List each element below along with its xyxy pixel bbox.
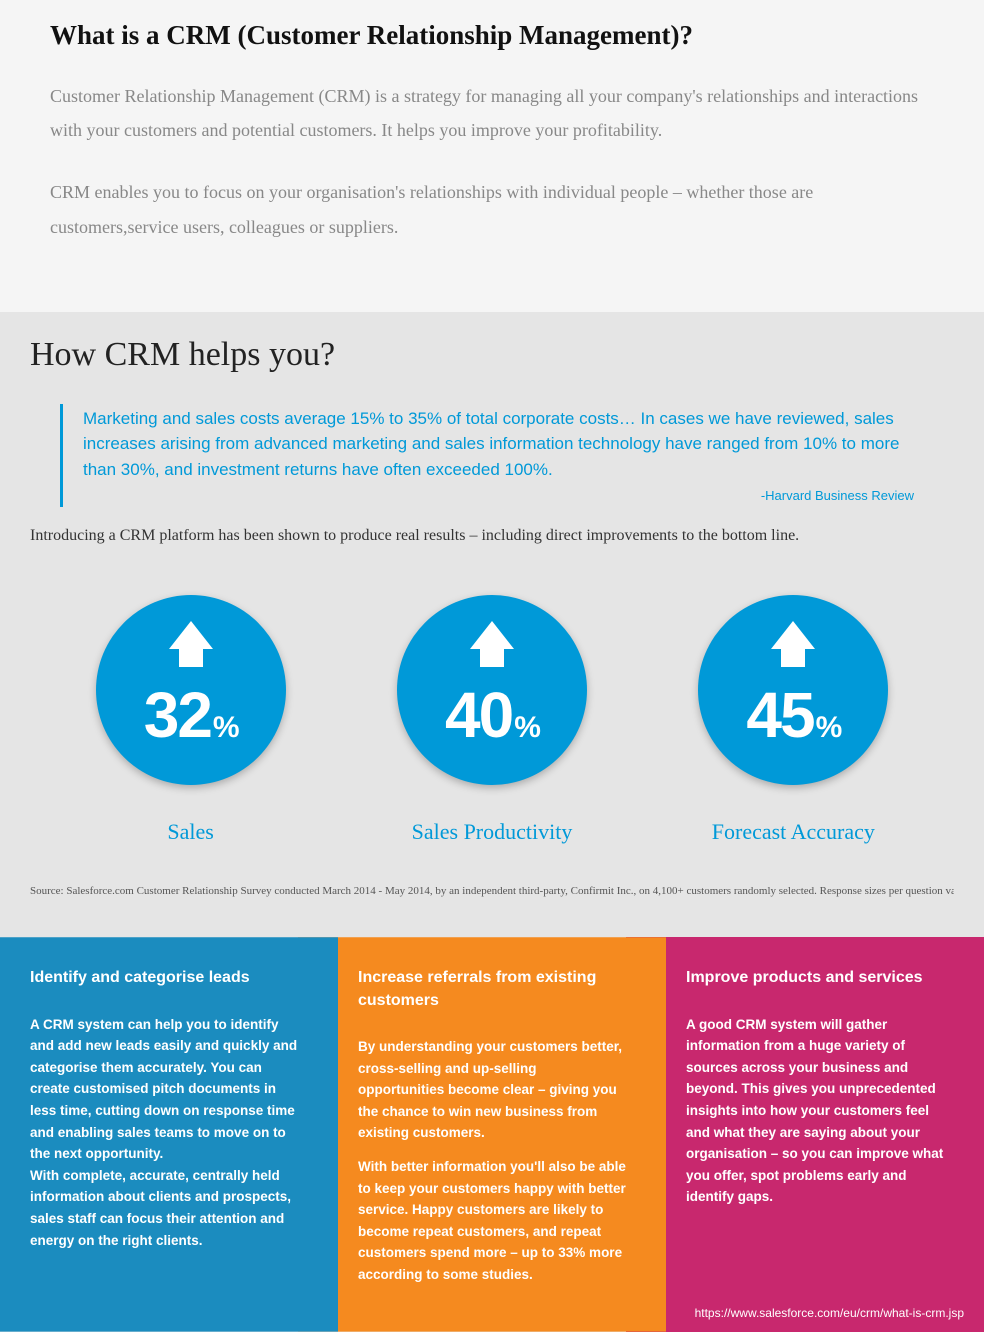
quote-block: Marketing and sales costs average 15% to… [60, 404, 924, 508]
footer-url: https://www.salesforce.com/eu/crm/what-i… [695, 1306, 964, 1320]
arrow-up-icon [169, 621, 213, 649]
stat-circle: 45% [698, 595, 888, 785]
stat-item: 40% Sales Productivity [352, 595, 632, 845]
intro-section: What is a CRM (Customer Relationship Man… [0, 0, 984, 312]
stat-label: Sales Productivity [412, 819, 573, 845]
quote-attribution: -Harvard Business Review [83, 488, 914, 503]
stat-value: 40% [445, 683, 539, 747]
arrow-up-icon [470, 621, 514, 649]
stat-circle: 40% [397, 595, 587, 785]
stat-value: 32% [144, 683, 238, 747]
card-body: By understanding your customers better, … [358, 1036, 626, 1286]
stat-item: 32% Sales [51, 595, 331, 845]
cards-row: Identify and categorise leads A CRM syste… [0, 937, 984, 1331]
benefit-card: Identify and categorise leads A CRM syste… [0, 937, 338, 1331]
card-title: Improve products and services [686, 967, 954, 989]
how-intro-line: Introducing a CRM platform has been show… [30, 527, 954, 545]
card-title: Increase referrals from existing custome… [358, 967, 626, 1012]
arrow-stem-icon [179, 647, 203, 667]
stat-item: 45% Forecast Accuracy [653, 595, 933, 845]
benefit-card: Increase referrals from existing custome… [298, 937, 666, 1331]
arrow-up-icon [771, 621, 815, 649]
benefit-card: Improve products and services A good CRM … [626, 937, 984, 1331]
card-title: Identify and categorise leads [30, 967, 298, 989]
arrow-stem-icon [781, 647, 805, 667]
intro-para-1: Customer Relationship Management (CRM) i… [50, 79, 934, 147]
card-body: A good CRM system will gather informatio… [686, 1014, 954, 1208]
how-title: How CRM helps you? [30, 336, 954, 374]
intro-title: What is a CRM (Customer Relationship Man… [50, 20, 934, 51]
stat-circle: 32% [96, 595, 286, 785]
source-line: Source: Salesforce.com Customer Relation… [30, 885, 954, 897]
stat-label: Forecast Accuracy [712, 819, 875, 845]
stat-value: 45% [746, 683, 840, 747]
intro-para-2: CRM enables you to focus on your organis… [50, 175, 934, 243]
card-body: A CRM system can help you to identify an… [30, 1014, 298, 1252]
quote-text: Marketing and sales costs average 15% to… [83, 406, 914, 483]
how-section: How CRM helps you? Marketing and sales c… [0, 312, 984, 908]
stats-row: 32% Sales 40% Sales Productivity 45% Forecast… [30, 575, 954, 875]
arrow-stem-icon [480, 647, 504, 667]
stat-label: Sales [167, 819, 213, 845]
